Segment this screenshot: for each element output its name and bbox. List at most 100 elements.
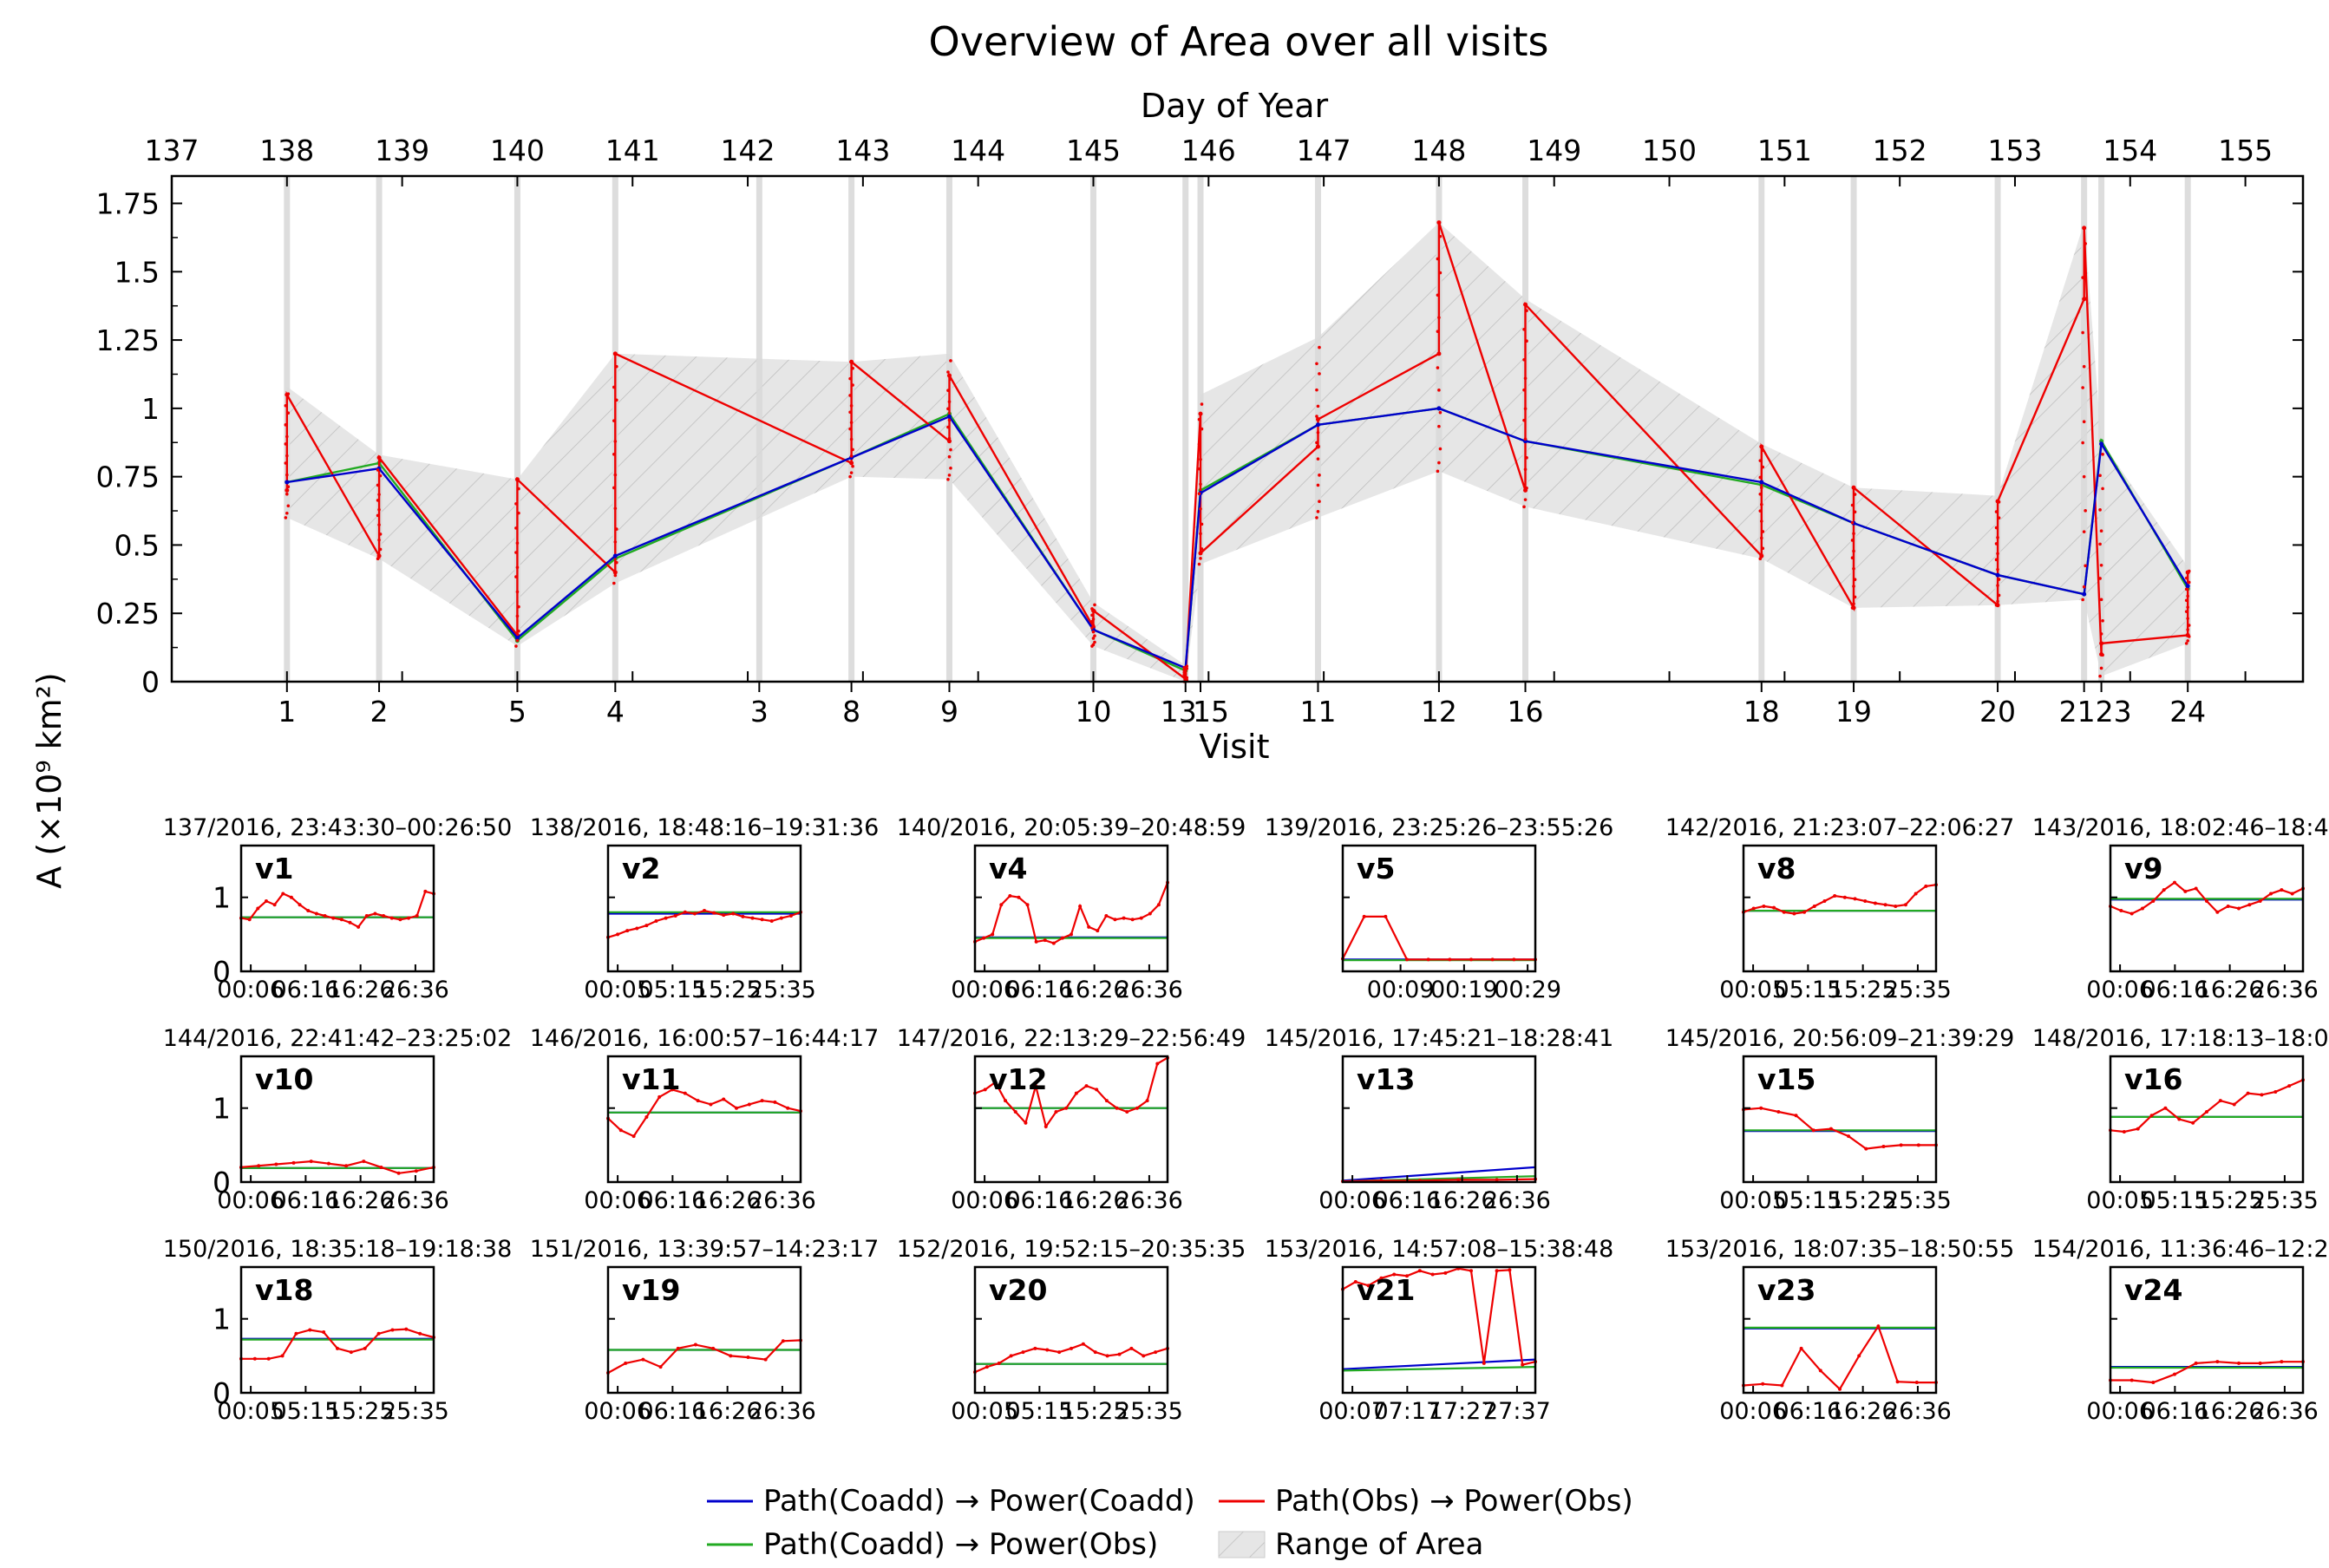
subplot-point [1903, 903, 1907, 907]
subplot-x-tick-label: 15:25 [327, 1398, 395, 1425]
subplot-point [1914, 892, 1918, 896]
subplot-point [306, 909, 311, 913]
subplot-series-path-obs-power-obs- [607, 1339, 801, 1374]
obs-sample-point [1759, 536, 1763, 540]
subplot-frame [1742, 1265, 1938, 1395]
subplot-point [336, 1346, 339, 1350]
legend-label-obs-obs: Path(Obs) → Power(Obs) [1275, 1484, 1633, 1519]
subplot-point [1078, 904, 1083, 908]
subplot-point [641, 1357, 645, 1362]
obs-sample-point [1850, 606, 1855, 610]
subplot-point [1070, 1346, 1073, 1350]
y-tick-label: 0.25 [96, 597, 160, 630]
obs-sample-point [1996, 552, 1999, 556]
subplot-point [1895, 1380, 1900, 1384]
subplot-point [2215, 1360, 2220, 1364]
subplot-frame [606, 1055, 802, 1184]
subplot-point [1043, 938, 1047, 943]
subplot-series-path-obs-power-obs- [1743, 884, 1937, 915]
subplot-point [1117, 1352, 1122, 1356]
subplot-title: 144/2016, 22:41:42–23:25:02 [163, 1025, 513, 1052]
visit-band-21 [2081, 176, 2088, 682]
obs-sample-point [613, 540, 618, 544]
obs-sample-point [1997, 578, 2001, 581]
subplot-point [786, 1106, 790, 1110]
doy-tick-label: 154 [2103, 134, 2157, 167]
obs-sample-point [517, 604, 520, 609]
obs-sample-point [2099, 666, 2103, 670]
subplot-x-tick-label: 05:15 [638, 977, 706, 1003]
main-point [1315, 444, 1320, 449]
subplot-point [2177, 1117, 2182, 1121]
obs-sample-point [2084, 509, 2087, 513]
subplot-point [389, 916, 394, 920]
subplot-point [256, 906, 260, 911]
subplot-x-tick-label: 06:16 [1373, 1187, 1441, 1214]
obs-sample-point [849, 437, 854, 441]
obs-sample-point [1853, 510, 1857, 514]
subplot-point [1426, 957, 1430, 962]
obs-sample-point [1182, 670, 1187, 675]
y-tick-label: 1.5 [114, 255, 160, 289]
obs-sample-point [2186, 617, 2189, 620]
subplot-series-path-obs-power-obs- [1342, 915, 1535, 961]
subplot-point [1057, 1350, 1062, 1355]
subplot-point [257, 1164, 261, 1168]
obs-sample-point [1093, 634, 1096, 637]
obs-sample-point [284, 461, 288, 465]
obs-sample-point [851, 464, 854, 468]
subplot-frame [1742, 1055, 1938, 1184]
main-point [612, 351, 618, 356]
main-point [1995, 572, 2000, 578]
obs-sample-point [851, 448, 854, 452]
subplot-title: 148/2016, 17:18:13–18:01:33 [2032, 1025, 2329, 1052]
subplot-point [2191, 1120, 2195, 1125]
subplot-point [418, 1331, 422, 1336]
subplot-v21: 153/2016, 14:57:08–15:38:48 v21 00:0707:17… [1265, 1236, 1614, 1425]
obs-sample-point [946, 478, 950, 481]
obs-sample-point [1761, 448, 1765, 453]
main-point [1759, 444, 1764, 449]
subplot-label: v10 [255, 1062, 313, 1096]
subplot-point [1899, 1143, 1903, 1147]
subplot-label: v1 [255, 852, 293, 885]
obs-sample-point [2186, 605, 2189, 610]
subplot-label: v4 [989, 852, 1027, 885]
obs-sample-point [1185, 664, 1189, 668]
subplot-point [1482, 1361, 1486, 1365]
obs-sample-point [1182, 666, 1187, 670]
subplot-point [1045, 1348, 1050, 1352]
obs-sample-point [947, 474, 952, 477]
obs-sample-point [1436, 330, 1440, 333]
obs-sample-point [376, 483, 380, 487]
visit-tick-label: 19 [1835, 695, 1872, 728]
subplot-point [1004, 1099, 1008, 1103]
subplot-x-tick-label: 00:05 [1719, 977, 1787, 1003]
subplot-point [1873, 901, 1877, 905]
subplot-x-tick-label: 06:16 [1005, 1187, 1073, 1214]
subplot-title: 145/2016, 17:45:21–18:28:41 [1265, 1025, 1614, 1052]
subplot-point [1914, 1381, 1919, 1385]
obs-sample-point [1183, 676, 1187, 681]
subplot-title: 137/2016, 23:43:30–00:26:50 [163, 814, 513, 841]
obs-sample-point [1761, 465, 1765, 469]
subplot-point [2129, 1378, 2134, 1382]
subplot-label: v23 [1757, 1273, 1815, 1307]
subplot-point [1043, 1125, 1048, 1129]
obs-sample-point [612, 452, 616, 456]
obs-sample-point [286, 485, 291, 489]
obs-sample-point [1522, 388, 1526, 392]
subplot-point [376, 1331, 381, 1336]
subplot-y-tick-label: 1 [213, 1092, 231, 1126]
obs-sample-point [378, 532, 383, 536]
obs-sample-point [1852, 602, 1855, 605]
doy-tick-label: 152 [1873, 134, 1927, 167]
obs-sample-point [946, 407, 950, 411]
subplot-x-tick-label: 25:35 [749, 977, 816, 1003]
y-tick-label: 1.75 [96, 187, 160, 221]
subplot-point [1025, 903, 1030, 907]
subplot-point [1009, 1354, 1013, 1358]
obs-sample-point [2101, 618, 2104, 623]
main-point [285, 480, 290, 485]
subplot-x-tick-label: 25:35 [1884, 977, 1952, 1003]
